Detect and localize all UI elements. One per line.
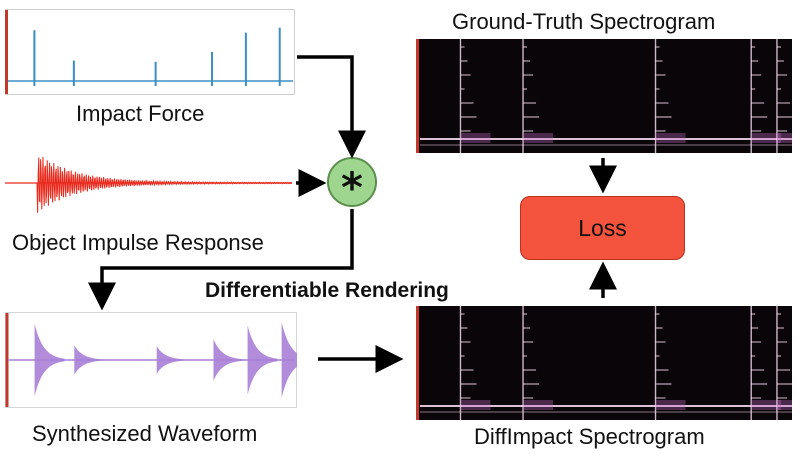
arrow-conv-to-waveform [88, 209, 354, 311]
ground-truth-spectrogram [416, 39, 792, 153]
waveform-burst [247, 325, 278, 395]
waveform-burst [74, 345, 105, 375]
spectrogram-smear [655, 133, 686, 143]
gt-spectrogram-title: Ground-Truth Spectrogram [452, 9, 716, 34]
spectrogram-smear [776, 400, 792, 410]
impulse-response-plot [5, 156, 292, 213]
synthesized-waveform-plot [5, 312, 297, 408]
differentiable-rendering-label: Differentiable Rendering [205, 279, 449, 302]
impulse-response-label: Object Impulse Response [12, 230, 264, 255]
impulse-trace [36, 156, 292, 213]
spectrogram-smear [523, 133, 554, 143]
spectrogram-smear [523, 400, 554, 410]
impact-force-label: Impact Force [76, 101, 205, 126]
waveform-burst [156, 346, 187, 374]
spectrogram-smear [751, 400, 782, 410]
waveform-burst [281, 322, 297, 398]
spectrogram-smear [751, 133, 782, 143]
spectrogram-smear [776, 133, 792, 143]
waveform-burst [34, 323, 65, 397]
loss-box: Loss [520, 196, 685, 260]
waveform-burst [213, 339, 244, 381]
arrow-impact-to-conv [297, 55, 366, 159]
spectrogram-smear [655, 400, 686, 410]
impact-force-plot [5, 9, 295, 95]
spectrogram-smear [460, 133, 491, 143]
asterisk-icon: * [341, 163, 363, 212]
diffimpact-spectrogram [416, 306, 792, 420]
loss-label: Loss [578, 214, 627, 241]
convolution-node: * [327, 157, 377, 212]
spectrogram-smear [460, 400, 491, 410]
synthesized-waveform-label: Synthesized Waveform [32, 421, 258, 446]
diff-spectrogram-title: DiffImpact Spectrogram [474, 424, 705, 449]
